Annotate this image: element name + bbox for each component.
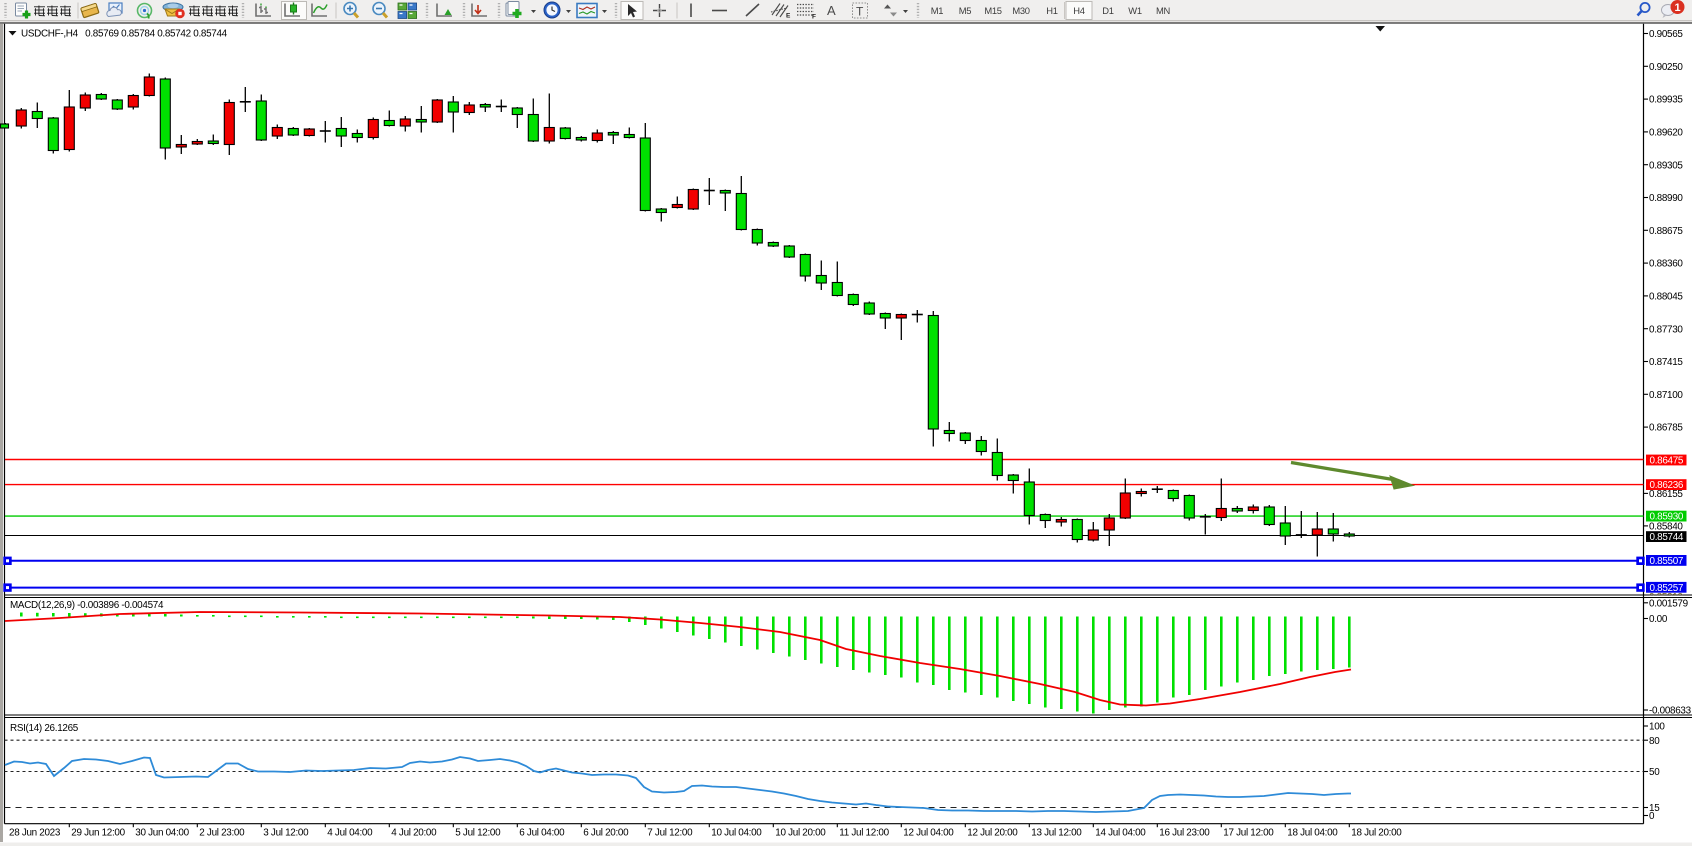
svg-text:A: A bbox=[827, 3, 836, 18]
svg-text:4 Jul 20:00: 4 Jul 20:00 bbox=[391, 828, 437, 839]
svg-text:0.86155: 0.86155 bbox=[1649, 489, 1683, 500]
svg-text:10 Jul 20:00: 10 Jul 20:00 bbox=[775, 828, 826, 839]
svg-text:H1: H1 bbox=[1046, 5, 1057, 16]
svg-text:2 Jul 23:00: 2 Jul 23:00 bbox=[199, 828, 245, 839]
svg-text:0.00: 0.00 bbox=[1649, 614, 1668, 625]
svg-text:MN: MN bbox=[1156, 5, 1170, 16]
svg-text:0.86475: 0.86475 bbox=[1650, 456, 1684, 467]
svg-text:M30: M30 bbox=[1012, 5, 1029, 16]
svg-text:80: 80 bbox=[1649, 736, 1660, 747]
svg-text:13 Jul 12:00: 13 Jul 12:00 bbox=[1031, 828, 1082, 839]
svg-text:USDCHF-,H4 0.85769 0.85784 0: USDCHF-,H4 0.85769 0.85784 0.85742 0.857… bbox=[21, 29, 228, 40]
svg-text:14 Jul 04:00: 14 Jul 04:00 bbox=[1095, 828, 1146, 839]
svg-text:W1: W1 bbox=[1128, 5, 1142, 16]
svg-text:0.85210: 0.85210 bbox=[1649, 592, 1683, 603]
svg-text:7 Jul 12:00: 7 Jul 12:00 bbox=[647, 828, 693, 839]
svg-text:M5: M5 bbox=[959, 5, 972, 16]
svg-text:0.87100: 0.87100 bbox=[1649, 390, 1683, 401]
svg-text:5 Jul 12:00: 5 Jul 12:00 bbox=[455, 828, 501, 839]
svg-text:6 Jul 20:00: 6 Jul 20:00 bbox=[583, 828, 629, 839]
svg-text:50: 50 bbox=[1649, 767, 1660, 778]
svg-text:0.85257: 0.85257 bbox=[1650, 583, 1684, 594]
svg-text:M15: M15 bbox=[984, 5, 1001, 16]
svg-text:30 Jun 04:00: 30 Jun 04:00 bbox=[135, 828, 189, 839]
svg-text:0.89935: 0.89935 bbox=[1649, 95, 1683, 106]
svg-text:0.89620: 0.89620 bbox=[1649, 128, 1683, 139]
svg-text:6 Jul 04:00: 6 Jul 04:00 bbox=[519, 828, 565, 839]
svg-text:0.89305: 0.89305 bbox=[1649, 160, 1683, 171]
svg-text:MACD(12,26,9) -0.003896 -0.004: MACD(12,26,9) -0.003896 -0.004574 bbox=[10, 600, 164, 611]
svg-text:17 Jul 12:00: 17 Jul 12:00 bbox=[1223, 828, 1274, 839]
svg-text:0.85840: 0.85840 bbox=[1649, 522, 1683, 533]
svg-text:E: E bbox=[786, 13, 791, 20]
svg-text:D1: D1 bbox=[1102, 5, 1113, 16]
svg-text:0.87730: 0.87730 bbox=[1649, 324, 1683, 335]
svg-text:10 Jul 04:00: 10 Jul 04:00 bbox=[711, 828, 762, 839]
svg-text:0.87415: 0.87415 bbox=[1649, 357, 1683, 368]
svg-text:0.85507: 0.85507 bbox=[1650, 556, 1684, 567]
svg-text:12 Jul 04:00: 12 Jul 04:00 bbox=[903, 828, 954, 839]
svg-text:0.90250: 0.90250 bbox=[1649, 62, 1683, 73]
svg-text:0.88045: 0.88045 bbox=[1649, 292, 1683, 303]
svg-text:F: F bbox=[812, 14, 816, 21]
svg-text:T: T bbox=[856, 4, 864, 18]
svg-text:0.001579: 0.001579 bbox=[1649, 598, 1689, 609]
svg-text:1: 1 bbox=[1674, 2, 1680, 14]
svg-text:0.88675: 0.88675 bbox=[1649, 226, 1683, 237]
svg-text:0.85744: 0.85744 bbox=[1650, 532, 1684, 543]
svg-text:0.86236: 0.86236 bbox=[1650, 480, 1684, 491]
svg-text:0.86785: 0.86785 bbox=[1649, 423, 1683, 434]
svg-text:0.85930: 0.85930 bbox=[1650, 512, 1684, 523]
svg-text:18 Jul 04:00: 18 Jul 04:00 bbox=[1287, 828, 1338, 839]
svg-text:29 Jun 12:00: 29 Jun 12:00 bbox=[71, 828, 125, 839]
svg-text:28 Jun 2023: 28 Jun 2023 bbox=[9, 828, 61, 839]
svg-text:3 Jul 12:00: 3 Jul 12:00 bbox=[263, 828, 309, 839]
svg-text:15: 15 bbox=[1649, 803, 1660, 814]
svg-text:0.88990: 0.88990 bbox=[1649, 193, 1683, 204]
svg-text:H4: H4 bbox=[1073, 5, 1084, 16]
svg-text:M1: M1 bbox=[931, 5, 944, 16]
svg-text:16 Jul 23:00: 16 Jul 23:00 bbox=[1159, 828, 1210, 839]
svg-text:100: 100 bbox=[1649, 722, 1665, 733]
svg-text:0.90565: 0.90565 bbox=[1649, 29, 1683, 40]
svg-text:4 Jul 04:00: 4 Jul 04:00 bbox=[327, 828, 373, 839]
svg-text:18 Jul 20:00: 18 Jul 20:00 bbox=[1351, 828, 1402, 839]
svg-text:12 Jul 20:00: 12 Jul 20:00 bbox=[967, 828, 1018, 839]
svg-text:11 Jul 12:00: 11 Jul 12:00 bbox=[839, 828, 889, 839]
svg-text:0: 0 bbox=[1649, 811, 1655, 822]
svg-text:-0.008633: -0.008633 bbox=[1649, 706, 1692, 717]
svg-text:0.88360: 0.88360 bbox=[1649, 259, 1683, 270]
svg-text:RSI(14) 26.1265: RSI(14) 26.1265 bbox=[10, 723, 79, 734]
